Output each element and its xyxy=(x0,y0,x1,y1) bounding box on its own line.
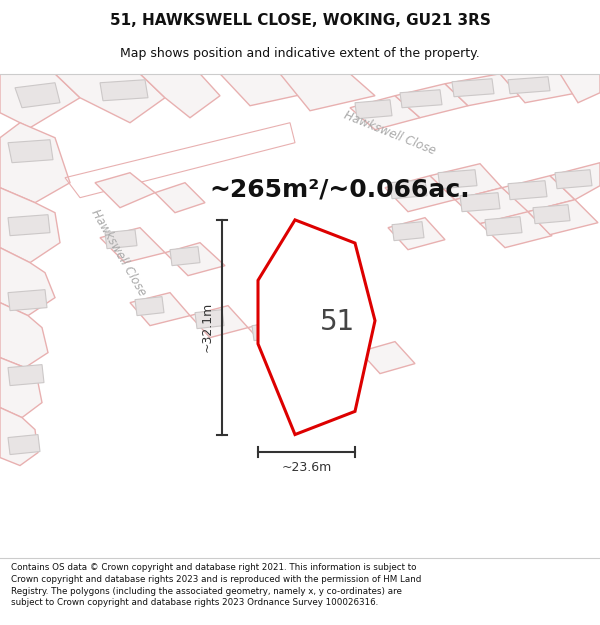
Polygon shape xyxy=(555,170,592,189)
Polygon shape xyxy=(105,229,137,249)
Polygon shape xyxy=(355,100,392,119)
Polygon shape xyxy=(388,217,445,249)
Polygon shape xyxy=(248,318,305,349)
Polygon shape xyxy=(8,214,50,236)
Polygon shape xyxy=(455,188,530,224)
Text: Contains OS data © Crown copyright and database right 2021. This information is : Contains OS data © Crown copyright and d… xyxy=(11,563,421,608)
Polygon shape xyxy=(0,408,38,466)
Polygon shape xyxy=(350,96,420,130)
Polygon shape xyxy=(0,122,70,202)
Polygon shape xyxy=(385,176,455,212)
Polygon shape xyxy=(533,204,570,224)
Polygon shape xyxy=(445,74,520,106)
Polygon shape xyxy=(550,162,600,199)
Polygon shape xyxy=(140,74,220,118)
Polygon shape xyxy=(305,329,360,362)
Polygon shape xyxy=(8,140,53,162)
Polygon shape xyxy=(508,77,550,94)
Text: ~265m²/~0.066ac.: ~265m²/~0.066ac. xyxy=(209,177,470,202)
Polygon shape xyxy=(155,182,205,213)
Text: Hawkswell Close: Hawkswell Close xyxy=(88,207,148,298)
Polygon shape xyxy=(8,434,40,454)
Polygon shape xyxy=(0,188,60,262)
Polygon shape xyxy=(55,74,165,122)
Polygon shape xyxy=(165,242,225,276)
Polygon shape xyxy=(438,170,477,189)
Polygon shape xyxy=(200,74,600,239)
Polygon shape xyxy=(485,217,522,236)
Polygon shape xyxy=(480,212,552,248)
Polygon shape xyxy=(252,322,280,341)
Polygon shape xyxy=(100,228,165,262)
Polygon shape xyxy=(500,74,578,102)
Text: Hawkswell Close: Hawkswell Close xyxy=(342,108,438,157)
Polygon shape xyxy=(280,74,375,111)
Polygon shape xyxy=(528,199,598,234)
Polygon shape xyxy=(502,176,575,212)
Polygon shape xyxy=(100,80,148,101)
Polygon shape xyxy=(195,309,224,329)
Polygon shape xyxy=(460,192,500,212)
Polygon shape xyxy=(220,74,310,106)
Polygon shape xyxy=(15,82,60,107)
Polygon shape xyxy=(508,181,547,199)
Polygon shape xyxy=(395,84,468,118)
Polygon shape xyxy=(95,173,155,208)
Polygon shape xyxy=(360,342,415,374)
Polygon shape xyxy=(130,292,190,326)
Polygon shape xyxy=(0,302,48,368)
Polygon shape xyxy=(560,74,600,102)
Polygon shape xyxy=(452,79,494,97)
Polygon shape xyxy=(0,248,55,316)
Polygon shape xyxy=(8,364,44,386)
Polygon shape xyxy=(258,220,375,434)
Polygon shape xyxy=(430,164,502,199)
Polygon shape xyxy=(190,306,248,338)
Text: 51: 51 xyxy=(320,308,356,336)
Polygon shape xyxy=(8,289,47,311)
Polygon shape xyxy=(0,357,42,418)
Polygon shape xyxy=(392,222,424,241)
Polygon shape xyxy=(65,122,295,198)
Polygon shape xyxy=(135,297,164,316)
Text: Map shows position and indicative extent of the property.: Map shows position and indicative extent… xyxy=(120,47,480,59)
Polygon shape xyxy=(170,247,200,266)
Text: 51, HAWKSWELL CLOSE, WOKING, GU21 3RS: 51, HAWKSWELL CLOSE, WOKING, GU21 3RS xyxy=(110,13,490,28)
Text: ~23.6m: ~23.6m xyxy=(281,461,332,474)
Polygon shape xyxy=(400,90,442,108)
Polygon shape xyxy=(0,74,80,128)
Polygon shape xyxy=(390,180,427,199)
Text: ~32.1m: ~32.1m xyxy=(200,302,214,352)
